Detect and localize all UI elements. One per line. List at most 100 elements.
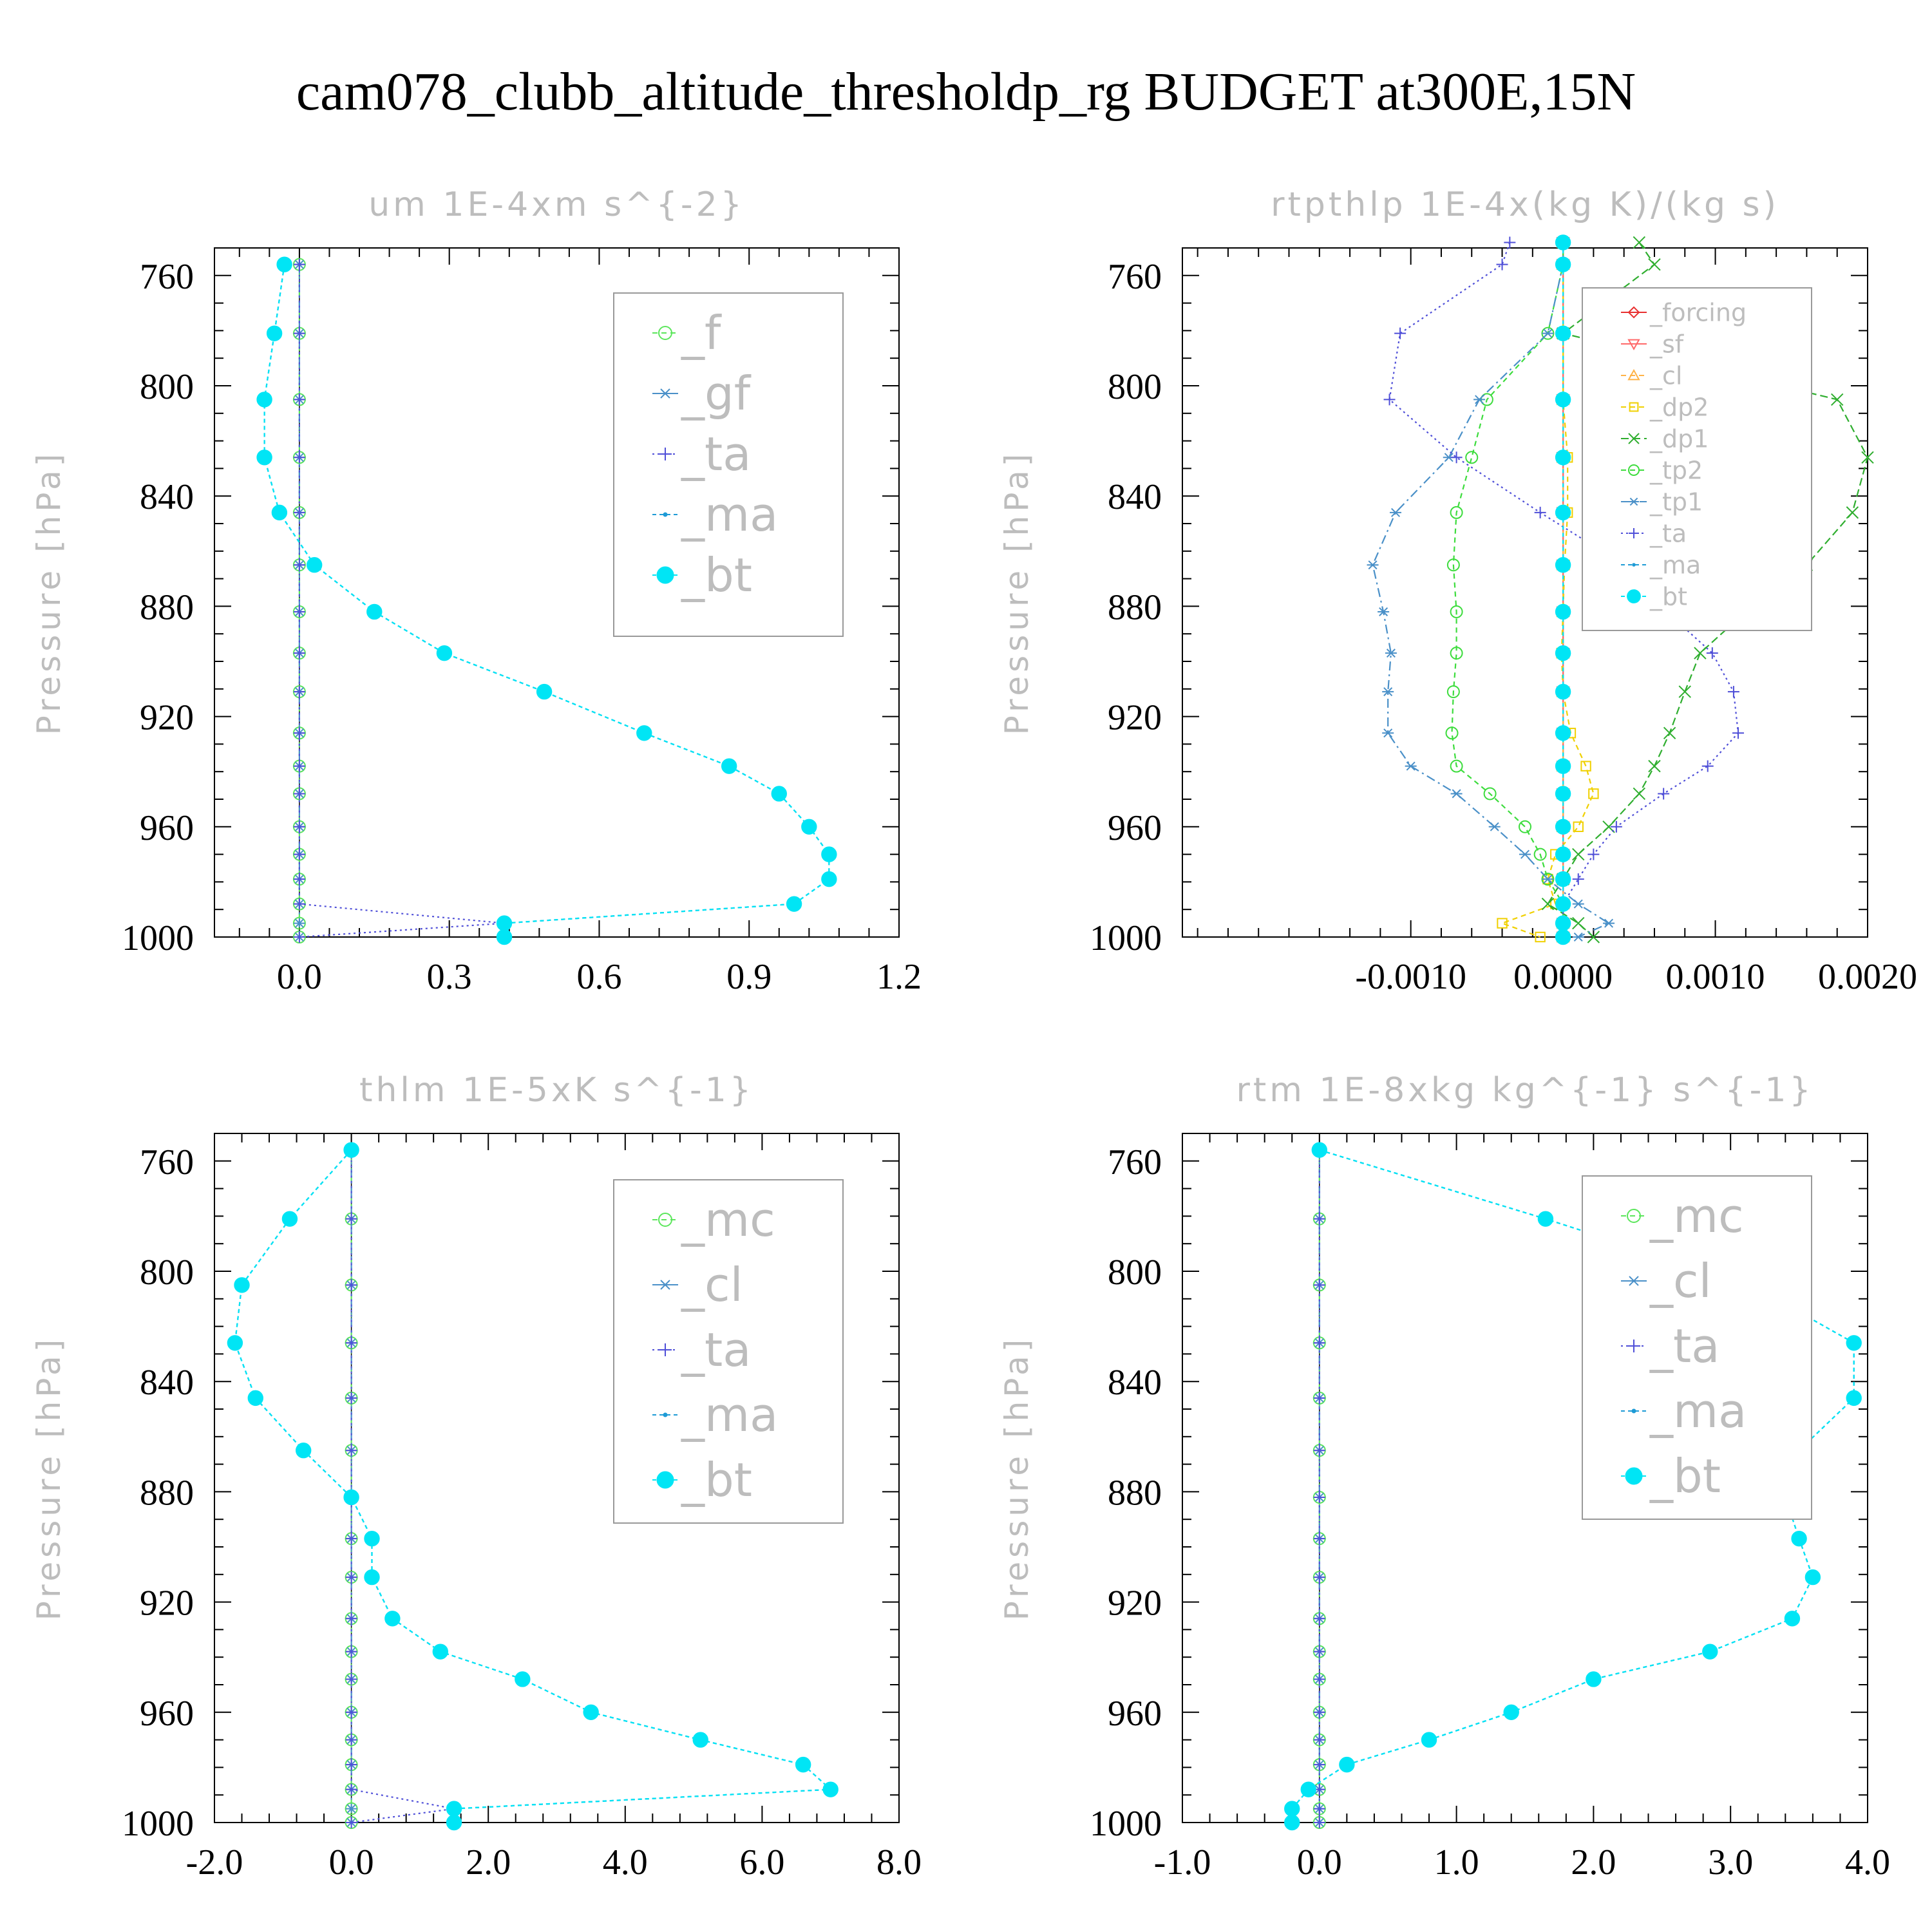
legend-label: _forcing xyxy=(1649,298,1747,327)
x-tick-label: 1.2 xyxy=(876,957,922,997)
panel-1-ylabel: Pressure [hPa] xyxy=(30,450,68,735)
data-point xyxy=(801,819,817,835)
data-point xyxy=(1732,727,1745,739)
data-point xyxy=(1555,450,1571,466)
series-bt xyxy=(1555,234,1571,945)
legend-label: _ta xyxy=(1649,519,1687,547)
panel-4: rtm 1E-8xkg kg^{-1} s^{-1} Pressure [hPa]… xyxy=(998,1071,1890,1882)
data-point xyxy=(1846,1335,1862,1351)
data-point xyxy=(306,557,323,573)
legend-marker xyxy=(663,1412,668,1417)
data-point xyxy=(1572,873,1584,886)
data-point xyxy=(1633,787,1646,800)
data-point xyxy=(1313,1392,1325,1404)
data-point xyxy=(295,1443,312,1459)
legend-marker xyxy=(1627,306,1640,319)
series-ta xyxy=(1313,1144,1325,1828)
legend-marker xyxy=(1627,339,1640,351)
data-point xyxy=(1421,1732,1437,1748)
data-point xyxy=(1450,759,1463,773)
legend-label: _ma xyxy=(1649,551,1701,579)
data-point xyxy=(1378,607,1390,616)
legend-label: _mc xyxy=(681,1193,775,1247)
x-tick-label: 0.0 xyxy=(1297,1842,1342,1882)
y-tick-label: 960 xyxy=(1108,808,1162,848)
data-point xyxy=(1791,1530,1807,1547)
panel-2-legend: _forcing _sf _cl _dp2 _dp1 _tp2 _tp1 _ta _ma _bt xyxy=(1582,287,1812,631)
data-point xyxy=(1555,234,1571,251)
data-point xyxy=(345,1613,357,1625)
y-tick-label: 800 xyxy=(1108,1253,1162,1293)
data-point xyxy=(1572,916,1585,930)
data-point xyxy=(345,1392,357,1404)
data-point xyxy=(446,1801,462,1817)
data-point xyxy=(293,451,305,464)
data-point xyxy=(1555,683,1571,700)
legend-marker xyxy=(1628,464,1640,476)
y-tick-label: 760 xyxy=(140,1142,194,1182)
panel-1-title: um 1E-4xm s^{-2} xyxy=(368,185,745,224)
data-point xyxy=(1450,605,1463,618)
data-point xyxy=(345,1533,357,1545)
x-tick-label: 0.9 xyxy=(726,957,772,997)
x-tick-label: 0.6 xyxy=(576,957,621,997)
legend-marker xyxy=(1627,1340,1640,1352)
data-point xyxy=(293,506,305,518)
data-point xyxy=(1313,1337,1325,1349)
data-point xyxy=(364,1530,380,1547)
x-tick-label: 0.0000 xyxy=(1513,957,1613,997)
legend-label: _cl xyxy=(1649,361,1682,390)
data-point xyxy=(1483,787,1497,800)
data-point xyxy=(1313,1213,1325,1225)
data-point xyxy=(1580,761,1591,772)
data-point xyxy=(1572,932,1584,942)
legend-marker xyxy=(1631,1408,1636,1414)
legend-marker xyxy=(659,1280,672,1290)
data-point xyxy=(1555,929,1571,945)
panel-3-frame xyxy=(214,1133,900,1823)
data-point xyxy=(515,1671,531,1687)
data-point xyxy=(1405,761,1417,771)
data-point xyxy=(1382,728,1394,738)
y-tick-label: 800 xyxy=(140,1253,194,1293)
data-point xyxy=(1383,393,1396,406)
legend-label: _ma xyxy=(681,488,778,542)
data-point xyxy=(822,1781,838,1797)
y-tick-label: 1000 xyxy=(1090,918,1162,958)
data-point xyxy=(1313,1444,1325,1457)
data-point xyxy=(1446,558,1460,572)
legend-marker xyxy=(1627,368,1640,381)
data-point xyxy=(293,873,305,886)
data-point xyxy=(1496,258,1508,270)
data-point xyxy=(1658,788,1670,800)
data-point xyxy=(636,725,652,741)
data-point xyxy=(1555,758,1571,774)
data-point xyxy=(293,788,305,800)
panel-1-legend: _f _gf _ta _ma _bt xyxy=(613,292,844,637)
data-point xyxy=(1445,726,1459,740)
data-point xyxy=(1555,557,1571,573)
data-point xyxy=(1784,1611,1801,1627)
data-point xyxy=(786,896,802,912)
data-point xyxy=(1572,848,1585,861)
data-point xyxy=(1339,1756,1355,1773)
data-point xyxy=(293,820,305,833)
data-point xyxy=(1555,871,1571,887)
panel-4-frame xyxy=(1182,1133,1868,1823)
x-tick-label: -0.0010 xyxy=(1355,957,1466,997)
series-bt xyxy=(256,256,837,945)
data-point xyxy=(1465,451,1479,464)
legend-marker xyxy=(1627,1209,1641,1223)
data-point xyxy=(1450,506,1463,519)
data-point xyxy=(1804,1569,1821,1586)
data-point xyxy=(1555,645,1571,661)
data-point xyxy=(1313,1645,1325,1658)
data-point xyxy=(1313,1817,1325,1828)
data-point xyxy=(436,645,453,661)
x-tick-label: -2.0 xyxy=(186,1842,243,1882)
y-tick-label: 840 xyxy=(1108,1363,1162,1403)
data-point xyxy=(432,1643,448,1660)
data-point xyxy=(366,603,383,620)
data-point xyxy=(1555,915,1571,931)
data-point xyxy=(293,258,305,270)
